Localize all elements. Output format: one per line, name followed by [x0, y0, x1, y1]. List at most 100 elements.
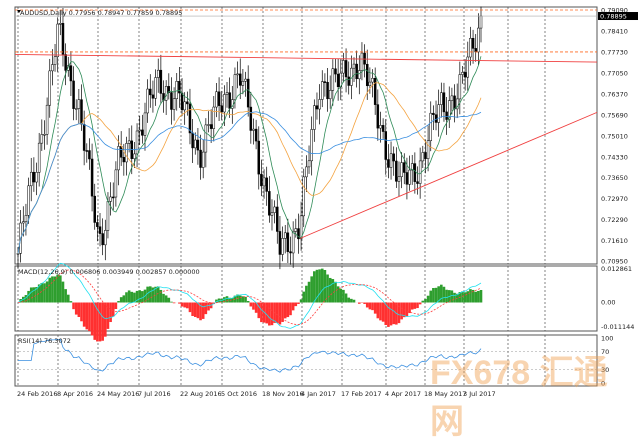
- candle-body: [424, 152, 427, 159]
- candle-body: [268, 191, 271, 216]
- candle-body: [122, 157, 126, 163]
- candle-body: [241, 81, 245, 86]
- candle-body: [196, 139, 200, 151]
- y-tick-label: 0.77050: [601, 69, 628, 77]
- candle-body: [305, 166, 308, 178]
- candle-body: [183, 101, 186, 111]
- candle-body: [302, 176, 305, 217]
- candle-body: [270, 212, 274, 216]
- candle-body: [204, 124, 208, 153]
- y-tick-label: 0.75690: [601, 111, 628, 119]
- candle-body: [262, 177, 266, 187]
- support-trendline: [299, 111, 598, 239]
- candle-body: [29, 171, 33, 187]
- candle-body: [469, 38, 472, 58]
- candle-body: [257, 140, 261, 175]
- candle-body: [114, 169, 118, 198]
- candle-body: [453, 95, 456, 110]
- candle-body: [344, 60, 348, 78]
- candle-body: [373, 77, 377, 105]
- candle-body: [310, 129, 313, 162]
- candle-body: [215, 91, 218, 108]
- candle-body: [440, 92, 443, 105]
- x-tick-label: 18 Nov 2016: [262, 390, 304, 398]
- candle-body: [228, 92, 231, 109]
- candle-body: [141, 129, 144, 136]
- candle-body: [323, 81, 327, 83]
- candle-body: [194, 139, 197, 149]
- candle-body: [223, 94, 226, 113]
- macd-y-tick: 0.00: [601, 299, 615, 307]
- candle-body: [410, 163, 414, 171]
- chart-title: AUDUSD,Daily 0.77956 0.78947 0.77859 0.7…: [20, 9, 182, 17]
- candle-body: [278, 231, 282, 255]
- candle-body: [238, 73, 242, 86]
- candle-body: [74, 108, 78, 110]
- candle-body: [40, 134, 44, 144]
- y-tick-label: 0.78410: [601, 27, 628, 35]
- candle-body: [445, 111, 448, 120]
- candle-body: [201, 151, 205, 168]
- candle-body: [326, 82, 329, 100]
- candle-body: [347, 76, 350, 86]
- candle-body: [48, 70, 51, 106]
- candle-body: [368, 81, 372, 87]
- x-tick-label: 24 Feb 2016: [17, 390, 57, 398]
- candle-body: [175, 81, 178, 99]
- current-price-label: 0.78895: [600, 13, 627, 21]
- rsi-y-tick: 30: [601, 366, 609, 374]
- candle-body: [104, 230, 107, 246]
- candle-body: [474, 48, 477, 53]
- candle-body: [342, 60, 345, 74]
- candle-body: [405, 172, 409, 185]
- candle-body: [164, 86, 168, 101]
- candle-body: [389, 153, 393, 168]
- candle-body: [299, 215, 303, 240]
- candle-body: [381, 125, 385, 132]
- candle-body: [106, 201, 110, 231]
- candle-body: [96, 222, 99, 227]
- candle-body: [135, 130, 139, 155]
- candle-body: [479, 15, 483, 29]
- candle-body: [291, 231, 295, 254]
- candle-body: [127, 140, 131, 144]
- candle-body: [207, 124, 210, 126]
- candle-body: [283, 232, 287, 239]
- candle-body: [72, 80, 75, 109]
- candle-body: [172, 98, 176, 110]
- candle-body: [313, 105, 316, 130]
- candle-body: [109, 196, 112, 202]
- candle-body: [93, 195, 96, 223]
- rsi-y-tick: 0: [601, 380, 605, 388]
- candle-body: [186, 101, 189, 105]
- candle-body: [458, 74, 462, 100]
- candle-body: [365, 63, 369, 87]
- sma-slow-line: [17, 111, 482, 254]
- candle-body: [82, 124, 86, 151]
- candle-body: [154, 77, 157, 99]
- candle-body: [418, 160, 422, 184]
- y-tick-label: 0.77730: [601, 48, 628, 56]
- candle-body: [53, 56, 57, 65]
- candle-body: [85, 150, 89, 152]
- candle-body: [209, 124, 213, 129]
- y-tick-label: 0.75010: [601, 132, 628, 140]
- candle-body: [315, 105, 319, 110]
- candle-body: [64, 54, 67, 71]
- macd-label: MACD(12,26,9) 0.006806 0.003949 0.002857…: [18, 268, 200, 276]
- candle-body: [27, 185, 30, 216]
- candle-body: [448, 100, 451, 120]
- candle-body: [352, 63, 356, 69]
- candle-body: [212, 106, 216, 129]
- candle-body: [125, 143, 128, 163]
- resistance-trendline: [14, 53, 598, 63]
- candle-body: [471, 38, 475, 49]
- candle-body: [170, 92, 173, 110]
- candle-body: [90, 158, 94, 197]
- candle-body: [22, 221, 25, 224]
- candle-body: [59, 23, 62, 25]
- sma-fast-line: [17, 56, 482, 254]
- candle-body: [437, 104, 440, 123]
- candle-body: [156, 69, 160, 78]
- x-tick-label: 4 Apr 2017: [385, 390, 421, 398]
